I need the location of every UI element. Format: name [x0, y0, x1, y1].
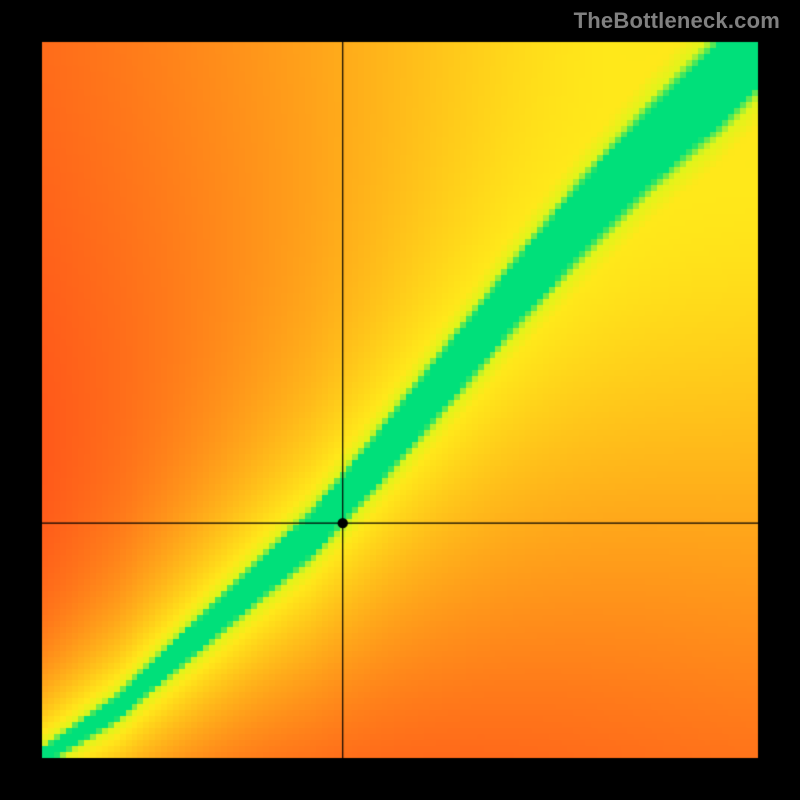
heatmap-canvas	[0, 0, 800, 800]
watermark-text: TheBottleneck.com	[574, 8, 780, 34]
chart-container: TheBottleneck.com	[0, 0, 800, 800]
